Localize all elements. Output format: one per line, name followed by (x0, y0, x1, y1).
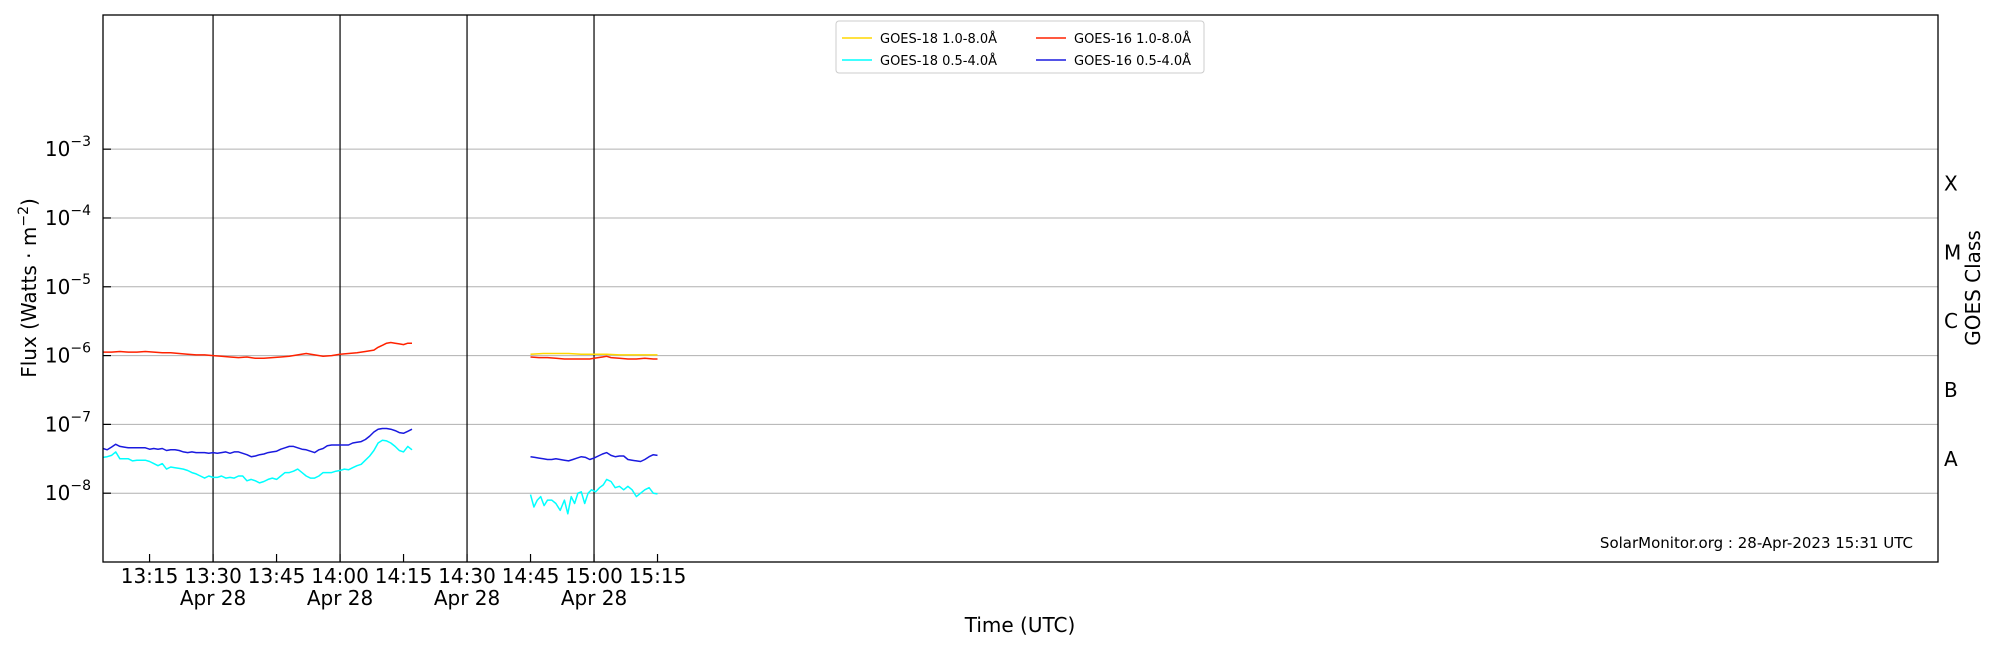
series-line-2 (103, 341, 412, 360)
x-tick-date-label: Apr 28 (180, 586, 246, 610)
x-tick-label: 14:45 (502, 564, 560, 588)
y-tick-label: 10−3 (45, 134, 91, 161)
plot-frame (102, 14, 1939, 563)
legend: GOES-18 1.0-8.0Å GOES-18 0.5-4.0Å GOES-16 … (835, 20, 1205, 74)
x-tick-label: 13:45 (248, 564, 306, 588)
y-tick-label: 10−5 (45, 272, 91, 299)
x-tick-label: 15:15 (629, 564, 687, 588)
goes-class-label: A (1944, 447, 1958, 471)
goes-class-labels: X M C B A (1944, 172, 1961, 471)
series-line-3 (102, 427, 413, 458)
y-tick-label: 10−6 (45, 341, 91, 368)
y-axis-title: Flux (Watts · m−2) (16, 198, 41, 378)
x-tick-label: 15:00 (565, 564, 623, 588)
series-line-0 (530, 352, 658, 356)
legend-label: GOES-18 1.0-8.0Å (880, 31, 997, 47)
x-tick-label: 13:30 (184, 564, 242, 588)
x-tick-date-label: Apr 28 (434, 586, 500, 610)
legend-box (835, 20, 1205, 74)
x-tick-label: 14:30 (438, 564, 496, 588)
x-tick-date-label: Apr 28 (307, 586, 373, 610)
legend-label: GOES-18 0.5-4.0Å (880, 53, 997, 69)
goes-class-label: X (1944, 172, 1958, 196)
y-tick-label: 10−7 (45, 409, 91, 436)
legend-label: GOES-16 0.5-4.0Å (1074, 53, 1191, 69)
data-series (102, 341, 658, 515)
series-line-1 (102, 439, 413, 484)
series-line-3 (530, 451, 658, 463)
right-axis-title: GOES Class (1961, 230, 1985, 346)
x-tick-date-label: Apr 28 (561, 586, 627, 610)
grid-lines (103, 148, 1938, 494)
x-tick-label: 14:15 (375, 564, 433, 588)
y-tick-label: 10−4 (45, 203, 91, 230)
series-line-1 (529, 478, 658, 515)
solarmonitor-watermark: SolarMonitor.org : 28-Apr-2023 15:31 UTC (1600, 534, 1913, 552)
x-tick-label: 14:00 (311, 564, 369, 588)
day-marker-lines (212, 15, 595, 562)
goes-class-label: M (1944, 240, 1961, 264)
x-tick-label: 13:15 (121, 564, 179, 588)
x-axis-title: Time (UTC) (964, 613, 1076, 637)
goes-class-label: B (1944, 378, 1958, 402)
legend-label: GOES-16 1.0-8.0Å (1074, 31, 1191, 47)
series-line-2 (530, 355, 658, 360)
y-axis-ticks: 10−8 10−7 10−6 10−5 10−4 10−3 (45, 134, 111, 505)
goes-class-label: C (1944, 309, 1958, 333)
y-tick-label: 10−8 (45, 478, 91, 505)
